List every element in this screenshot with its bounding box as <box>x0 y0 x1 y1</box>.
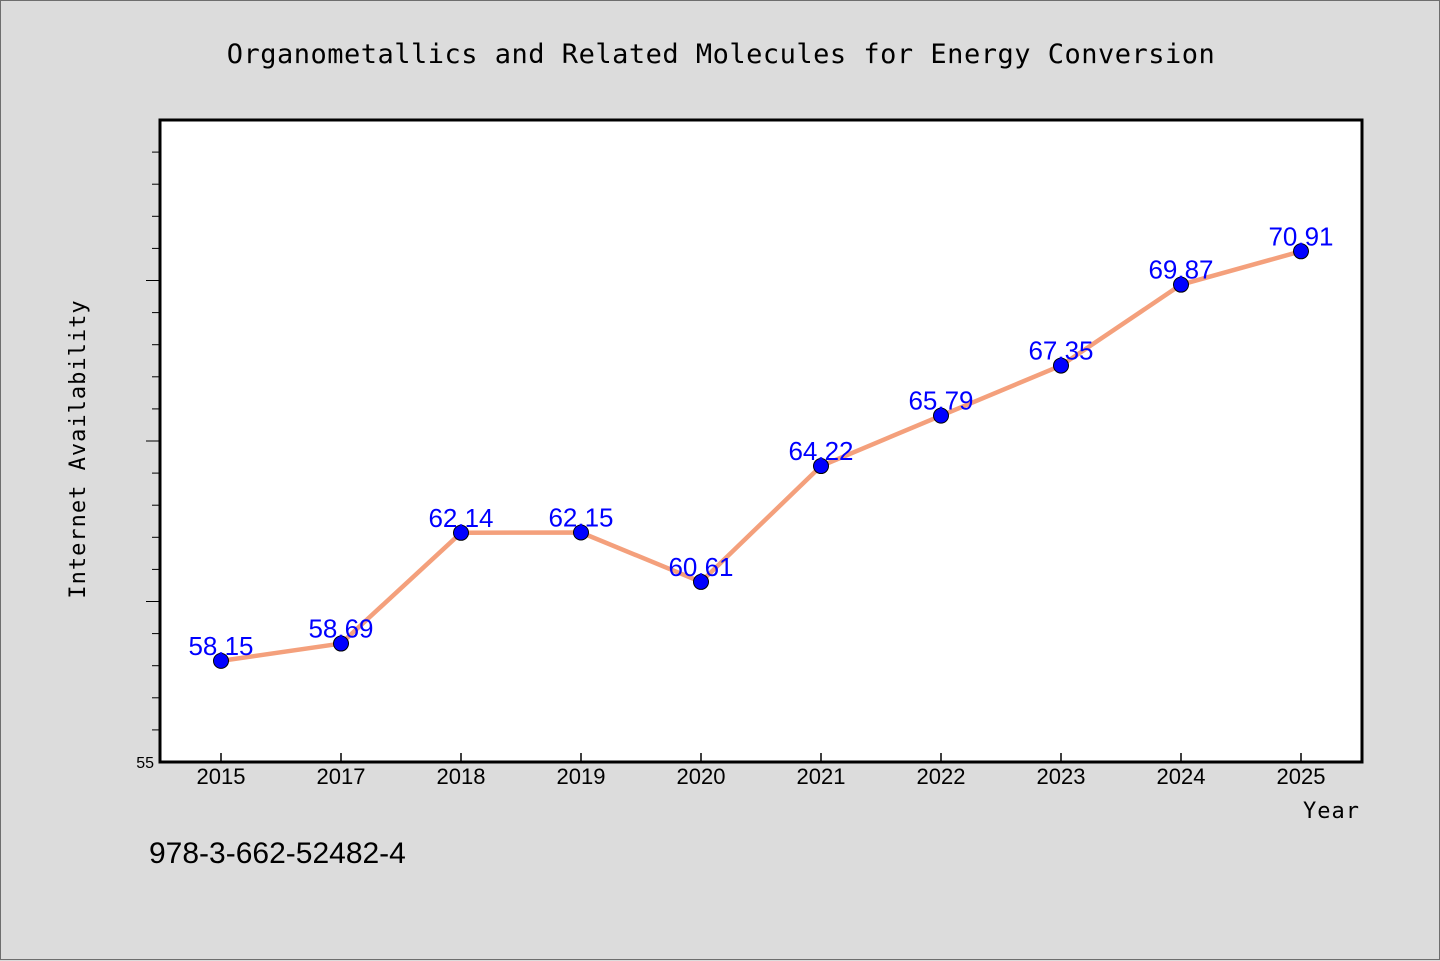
chart-title: Organometallics and Related Molecules fo… <box>227 39 1216 70</box>
data-point-marker <box>213 652 229 669</box>
data-label: 69.87 <box>1148 255 1213 285</box>
plot-border <box>158 118 1364 764</box>
data-label: 70.91 <box>1268 221 1333 251</box>
plot-area <box>160 120 1362 762</box>
data-label: 62.14 <box>428 503 493 533</box>
data-label: 58.15 <box>188 631 253 661</box>
data-point-marker <box>933 407 949 424</box>
data-point-marker <box>813 458 829 475</box>
x-tick-label: 2021 <box>797 764 846 789</box>
data-label: 64.22 <box>788 436 853 466</box>
series-line <box>218 249 1304 664</box>
data-label: 67.35 <box>1028 336 1093 366</box>
y-axis-title: Internet Availability <box>66 299 91 598</box>
data-point-marker <box>1053 357 1069 374</box>
x-tick-label: 2025 <box>1277 764 1326 789</box>
x-tick-label: 2024 <box>1157 764 1206 789</box>
x-axis-ticks: 2015 2017 2018 2019 2020 2021 2022 2023 2024 2025 <box>197 753 1326 789</box>
data-point-marker <box>693 573 709 590</box>
isbn-footer: 978-3-662-52482-4 <box>149 837 406 870</box>
data-label: 65.79 <box>908 386 973 416</box>
x-axis-title: Year <box>1303 799 1360 824</box>
data-point-marker <box>333 635 349 652</box>
data-label: 58.69 <box>308 614 373 644</box>
y-tick-label: 55 <box>136 755 154 772</box>
data-point-marker <box>453 524 469 541</box>
x-tick-label: 2015 <box>197 764 246 789</box>
data-point-marker <box>573 524 589 541</box>
x-tick-label: 2022 <box>917 764 966 789</box>
y-axis-ticks <box>146 151 160 731</box>
data-label: 62.15 <box>548 502 613 532</box>
x-tick-label: 2017 <box>317 764 366 789</box>
data-label: 60.61 <box>668 552 733 582</box>
data-point-marker <box>1293 243 1309 260</box>
x-tick-label: 2020 <box>677 764 726 789</box>
x-tick-label: 2019 <box>557 764 606 789</box>
data-point-marker <box>1173 276 1189 293</box>
x-tick-label: 2023 <box>1037 764 1086 789</box>
x-tick-label: 2018 <box>437 764 486 789</box>
series-layer: 58.15 58.69 62.14 62.15 60.61 64.22 65.79 67.35… <box>188 221 1334 669</box>
